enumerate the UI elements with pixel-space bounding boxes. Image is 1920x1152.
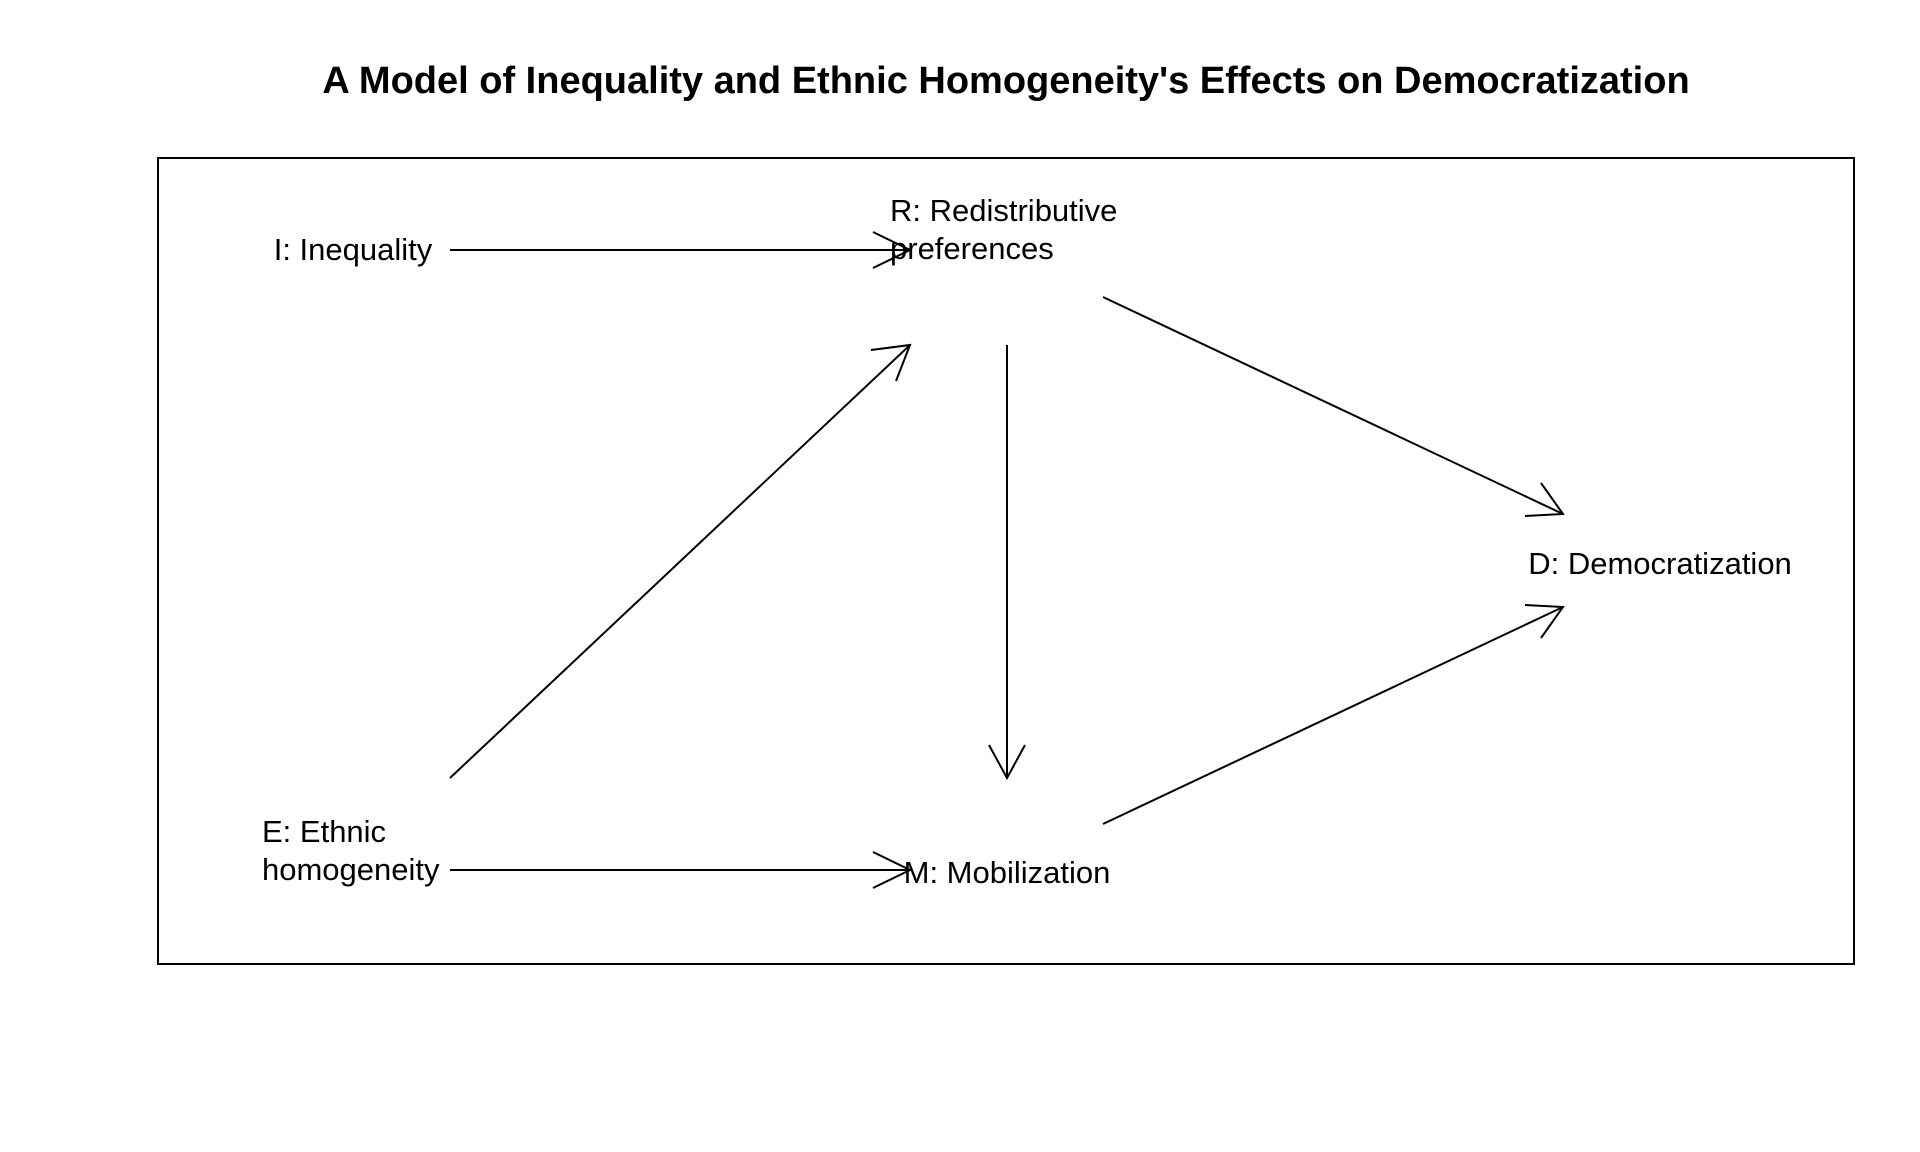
node-mobilization: M: Mobilization [904, 855, 1111, 890]
node-mobilization-label: M: Mobilization [904, 855, 1111, 890]
node-ethnic-label-line2: homogeneity [262, 852, 440, 887]
node-inequality-label: I: Inequality [274, 232, 433, 267]
edge-redistributive-to-mobilization [988, 345, 1026, 781]
edge-inequality-to-redistributive [450, 231, 913, 269]
node-redistributive-label-line1: R: Redistributive [890, 193, 1117, 228]
plot-frame [157, 157, 1855, 965]
edge-redistributive-to-democratization [1102, 296, 1565, 517]
edges [449, 231, 1565, 889]
node-redistributive-label-line2: preferences [890, 231, 1054, 266]
node-democratization-label: D: Democratization [1528, 546, 1792, 581]
node-democratization: D: Democratization [1528, 546, 1792, 581]
node-inequality: I: Inequality [274, 232, 433, 267]
edge-mobilization-to-democratization [1102, 604, 1565, 825]
edge-ethnic-to-redistributive [449, 343, 912, 779]
node-ethnic-homogeneity: E: Ethnic homogeneity [262, 814, 440, 887]
edge-ethnic-to-mobilization [450, 851, 913, 889]
diagram-title: A Model of Inequality and Ethnic Homogen… [322, 60, 1689, 102]
node-redistributive-preferences: R: Redistributive preferences [890, 193, 1117, 266]
node-ethnic-label-line1: E: Ethnic [262, 814, 386, 849]
